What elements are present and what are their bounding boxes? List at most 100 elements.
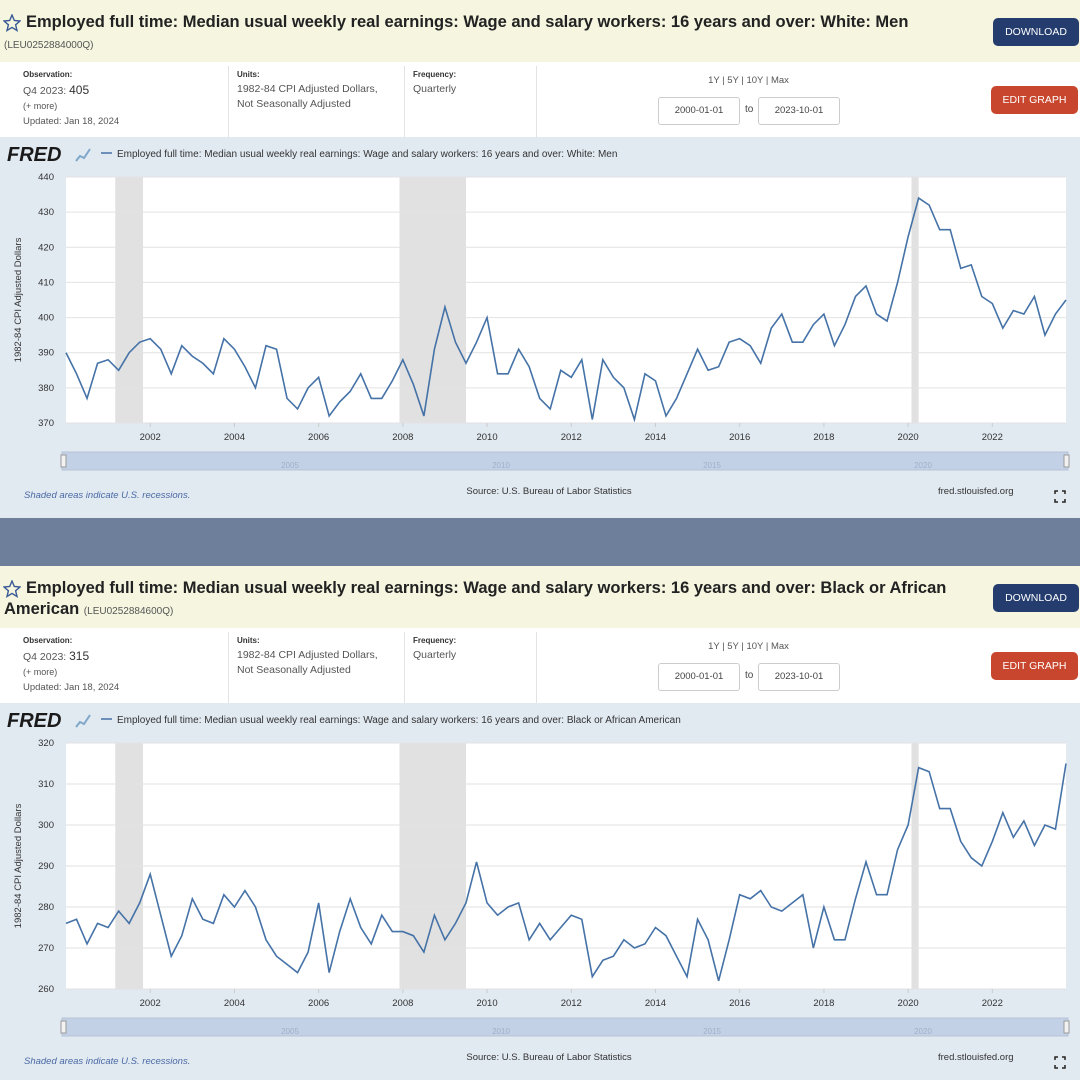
y-axis-label: 1982-84 CPI Adjusted Dollars [13,803,24,928]
x-tick-label: 2012 [561,998,582,1009]
x-tick-label: 2006 [308,432,329,443]
download-button[interactable]: DOWNLOAD [993,18,1079,46]
y-tick-label: 400 [38,313,54,324]
panel: Employed full time: Median usual weekly … [0,0,1080,518]
star-shape [3,14,21,32]
x-tick-label: 2022 [982,998,1003,1009]
chart-area: FRED Employed full time: Median usual wee… [0,703,1080,1080]
edit-graph-button[interactable]: EDIT GRAPH [991,86,1078,114]
recession-note: Shaded areas indicate U.S. recessions. [24,490,190,501]
title: Employed full time: Median usual weekly … [4,12,969,56]
fred-logo: FRED [7,144,61,166]
more-link[interactable]: (+ more) [23,101,58,111]
frequency-label: Frequency: [413,70,457,79]
site: fred.stlouisfed.org [938,486,1014,497]
navigator-handle-right [1063,1020,1070,1034]
divider [228,66,229,137]
to-label: to [745,104,754,115]
divider [536,632,537,703]
navigator-label: 2005 [281,461,299,470]
units: Not Seasonally Adjusted [237,98,351,110]
recession-shade [911,177,919,423]
series-id: (LEU0252884000Q) [4,40,94,51]
series-title: Employed full time: Median usual weekly … [4,579,947,618]
more-link[interactable]: (+ more) [23,667,58,677]
fullscreen-icon[interactable] [1054,490,1066,503]
fullscreen-icon[interactable] [1054,1056,1066,1069]
download-button[interactable]: DOWNLOAD [993,584,1079,612]
navigator-label: 2010 [492,461,510,470]
x-tick-label: 2018 [813,432,834,443]
x-tick-label: 2002 [140,998,161,1009]
y-tick-label: 320 [38,738,54,749]
data-line [65,763,1067,981]
end-date[interactable]: 2023-10-01 [758,97,840,125]
header: Employed full time: Median usual weekly … [0,566,1080,628]
observation-period: Q4 2023: [23,651,67,663]
x-tick-label: 2010 [476,998,497,1009]
x-tick-label: 2018 [813,998,834,1009]
units: 1982-84 CPI Adjusted Dollars, [237,649,378,661]
x-tick-label: 2006 [308,998,329,1009]
x-tick-label: 2010 [476,432,497,443]
title: Employed full time: Median usual weekly … [4,578,969,622]
star-icon[interactable] [3,14,21,32]
range-buttons[interactable]: 1Y | 5Y | 10Y | Max [708,75,789,86]
navigator-label: 2020 [914,461,932,470]
observation-label: Observation: [23,636,73,645]
divider [404,66,405,137]
x-tick-label: 2012 [561,432,582,443]
logo-graph [75,148,91,162]
x-tick-label: 2008 [392,432,413,443]
fred-logo: FRED [7,710,61,732]
y-tick-label: 310 [38,779,54,790]
to-label: to [745,670,754,681]
start-date[interactable]: 2000-01-01 [658,663,740,691]
navigator-label: 2005 [281,1027,299,1036]
divider [228,632,229,703]
y-tick-label: 260 [38,984,54,995]
navigator-label: 2015 [703,461,721,470]
star-icon[interactable] [3,580,21,598]
site: fred.stlouisfed.org [938,1052,1014,1063]
y-tick-label: 280 [38,902,54,913]
y-axis-label: 1982-84 CPI Adjusted Dollars [13,237,24,362]
y-tick-label: 380 [38,383,54,394]
y-tick-label: 410 [38,277,54,288]
range-buttons[interactable]: 1Y | 5Y | 10Y | Max [708,641,789,652]
chart: FRED Employed full time: Median usual wee… [7,710,1070,1069]
edit-graph-button[interactable]: EDIT GRAPH [991,652,1078,680]
legend-label: Employed full time: Median usual weekly … [117,715,681,726]
y-tick-label: 440 [38,172,54,183]
frequency: Quarterly [413,649,457,661]
info-row: Observation: Q4 2023: 405 (+ more) Updated:… [0,62,1080,137]
y-tick-label: 270 [38,943,54,954]
info-row: Observation: Q4 2023: 315 (+ more) Updated:… [0,628,1080,703]
recession-note: Shaded areas indicate U.S. recessions. [24,1056,190,1067]
data-line [65,196,1067,423]
observation: Q4 2023: 405 [23,83,89,97]
legend-label: Employed full time: Median usual weekly … [117,149,617,160]
divider [536,66,537,137]
y-tick-label: 420 [38,242,54,253]
y-tick-label: 430 [38,207,54,218]
y-tick-label: 390 [38,348,54,359]
recession-shade [115,177,144,423]
series-title: Employed full time: Median usual weekly … [26,13,909,31]
end-date[interactable]: 2023-10-01 [758,663,840,691]
y-tick-label: 370 [38,418,54,429]
x-tick-label: 2020 [898,998,919,1009]
x-tick-label: 2014 [645,998,666,1009]
units-label: Units: [237,636,260,645]
chart: FRED Employed full time: Median usual wee… [7,144,1070,503]
header: Employed full time: Median usual weekly … [0,0,1080,62]
navigator-label: 2010 [492,1027,510,1036]
observation-value: 315 [69,649,90,663]
start-date[interactable]: 2000-01-01 [658,97,740,125]
navigator-label: 2015 [703,1027,721,1036]
x-tick-label: 2016 [729,998,750,1009]
frequency: Quarterly [413,83,457,95]
observation-period: Q4 2023: [23,85,67,97]
logo-graph [75,714,91,728]
